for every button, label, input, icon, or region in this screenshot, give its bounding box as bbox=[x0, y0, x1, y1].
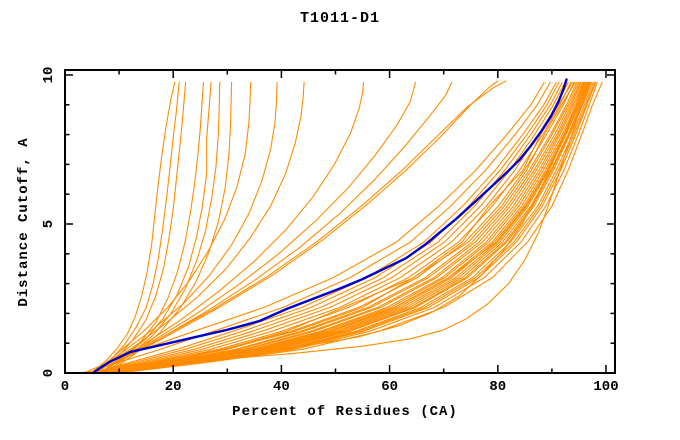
model-curve bbox=[95, 81, 566, 373]
model-curve bbox=[104, 81, 582, 373]
model-curve bbox=[112, 81, 591, 373]
y-tick-label: 0 bbox=[41, 368, 57, 378]
model-curve bbox=[99, 81, 572, 373]
model-curve bbox=[102, 81, 576, 373]
x-tick-label: 100 bbox=[593, 379, 619, 395]
x-tick-label: 20 bbox=[164, 379, 182, 395]
chart-title: T1011-D1 bbox=[299, 10, 380, 27]
model-curve bbox=[86, 81, 590, 373]
model-curve bbox=[94, 81, 180, 373]
model-curve bbox=[105, 81, 221, 373]
model-curve bbox=[115, 81, 597, 373]
y-tick-label: 10 bbox=[41, 66, 57, 84]
model-curve bbox=[118, 81, 603, 373]
x-tick-label: 40 bbox=[272, 379, 290, 395]
x-tick-label: 60 bbox=[381, 379, 398, 395]
model-curve bbox=[102, 81, 305, 368]
model-curve bbox=[113, 80, 507, 365]
model-curve bbox=[107, 81, 233, 373]
model-curve bbox=[99, 81, 278, 370]
model-curve bbox=[113, 81, 453, 365]
model-curve bbox=[99, 81, 205, 373]
model-curve bbox=[91, 81, 176, 373]
x-tick-label: 80 bbox=[489, 379, 507, 395]
model-curve bbox=[103, 81, 578, 373]
highlighted-curve bbox=[93, 78, 568, 373]
model-curve bbox=[102, 81, 579, 373]
x-axis-title: Percent of Residues (CA) bbox=[232, 404, 458, 420]
model-curve bbox=[91, 81, 585, 373]
y-tick-label: 5 bbox=[41, 219, 57, 229]
model-curve bbox=[108, 81, 585, 373]
model-curve bbox=[115, 80, 499, 364]
model-curve bbox=[102, 81, 212, 373]
y-axis-title: Distance Cutoff, A bbox=[16, 137, 32, 307]
model-curve bbox=[96, 81, 252, 371]
model-curve bbox=[110, 81, 417, 365]
model-curve bbox=[86, 81, 551, 373]
model-curve bbox=[116, 81, 598, 373]
axis-box bbox=[64, 69, 616, 374]
x-tick-label: 0 bbox=[60, 379, 70, 395]
model-curve bbox=[107, 81, 365, 367]
model-curve bbox=[90, 81, 557, 373]
model-curve bbox=[94, 81, 563, 373]
